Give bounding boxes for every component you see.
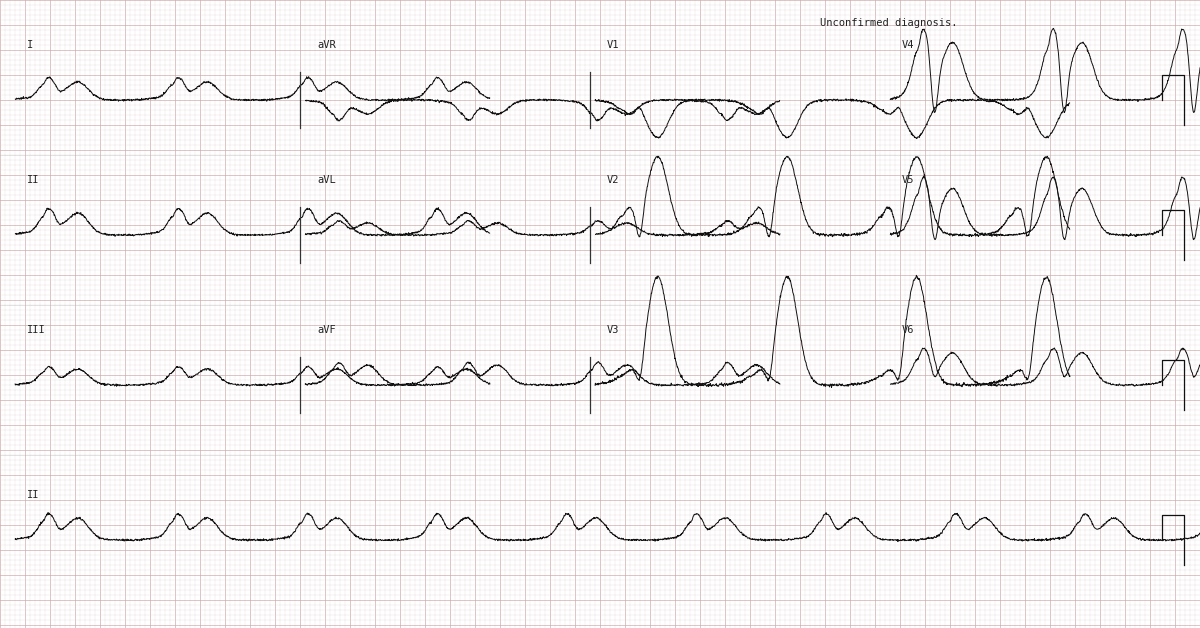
Text: Unconfirmed diagnosis.: Unconfirmed diagnosis. xyxy=(820,18,958,28)
Text: II: II xyxy=(28,175,40,185)
Text: V5: V5 xyxy=(902,175,914,185)
Text: V1: V1 xyxy=(607,40,619,50)
Text: V2: V2 xyxy=(607,175,619,185)
Text: V4: V4 xyxy=(902,40,914,50)
Text: aVR: aVR xyxy=(317,40,336,50)
Text: III: III xyxy=(28,325,46,335)
Text: aVF: aVF xyxy=(317,325,336,335)
Text: V6: V6 xyxy=(902,325,914,335)
Text: aVL: aVL xyxy=(317,175,336,185)
Text: I: I xyxy=(28,40,34,50)
Text: V3: V3 xyxy=(607,325,619,335)
Text: II: II xyxy=(28,490,40,500)
